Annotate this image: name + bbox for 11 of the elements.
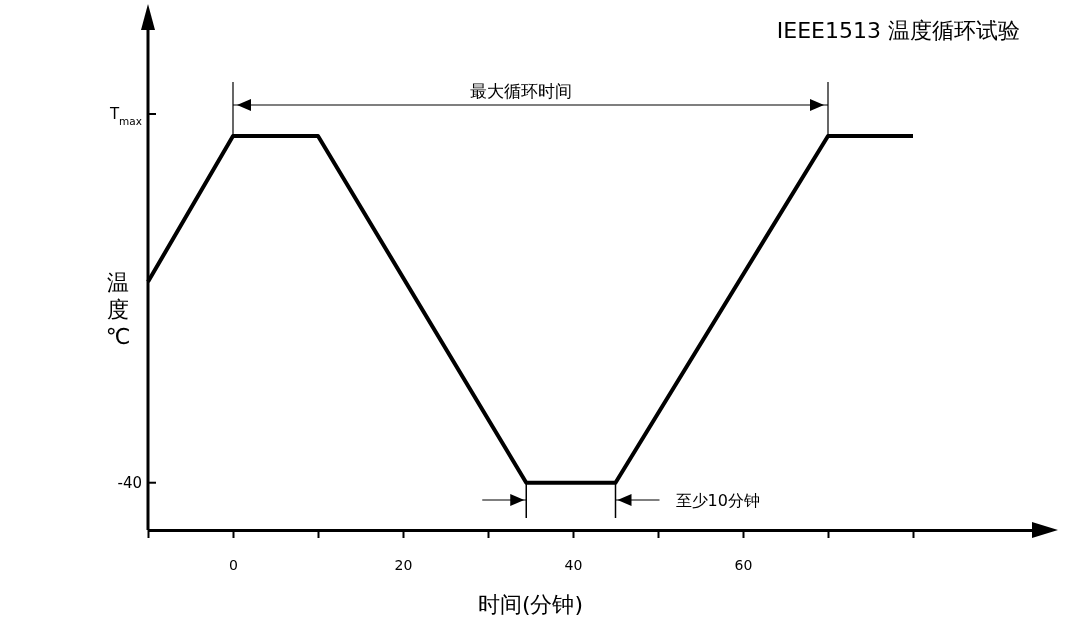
text: -40 bbox=[117, 473, 142, 492]
x-axis-title: 时间(分钟) bbox=[477, 592, 584, 617]
x-tick-label: 60 bbox=[734, 556, 753, 573]
chart-title: IEEE1513 温度循环试验 bbox=[776, 18, 1020, 43]
text: 最大循环时间 bbox=[469, 81, 572, 101]
y-axis-title: 温度℃ bbox=[105, 270, 131, 349]
x-tick-label: 40 bbox=[564, 556, 583, 573]
x-tick-label: 20 bbox=[394, 556, 413, 573]
x-tick-label: 0 bbox=[229, 556, 238, 573]
text: T$_{max}$ bbox=[108, 105, 142, 127]
annotation: 至少10分钟 bbox=[675, 491, 760, 510]
